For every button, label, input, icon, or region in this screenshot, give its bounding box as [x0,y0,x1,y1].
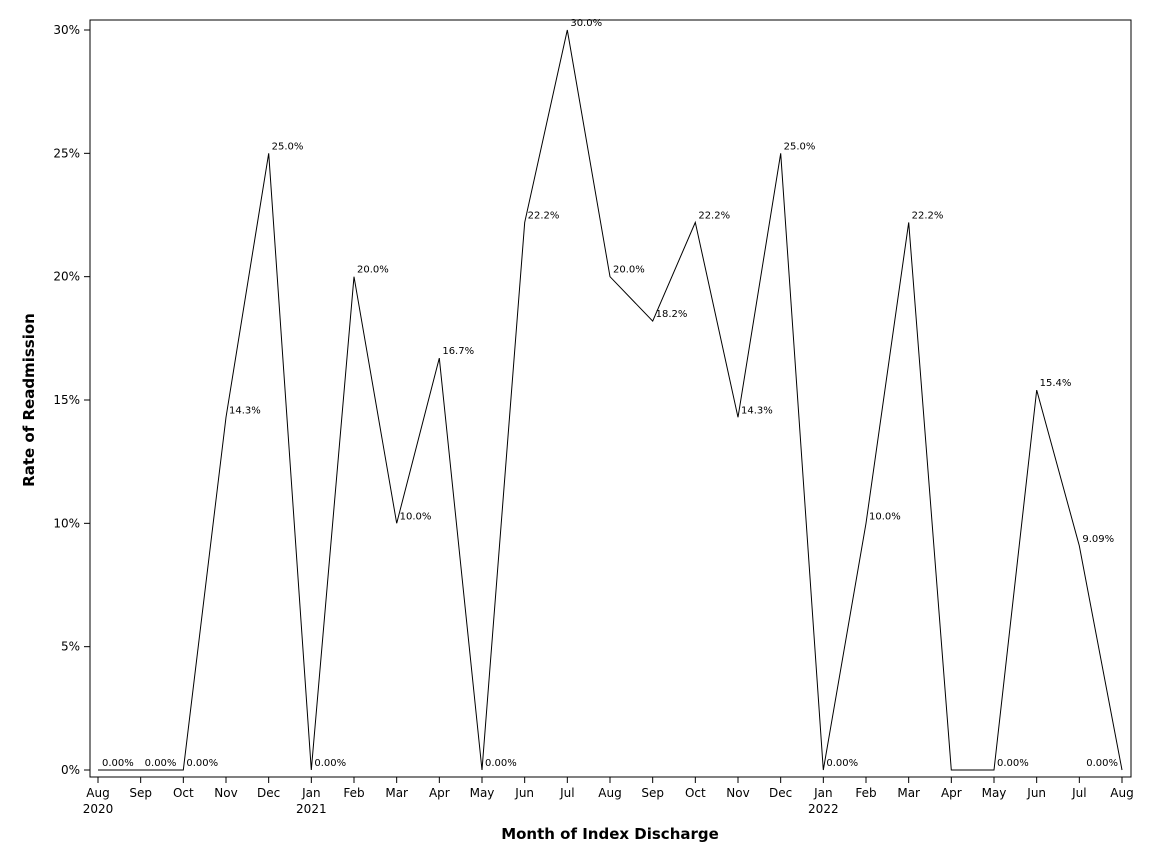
x-tick-label: Feb [343,786,364,800]
x-tick-label: Mar [897,786,920,800]
y-tick-label: 5% [61,640,80,654]
data-label: 9.09% [1082,534,1114,545]
data-label: 20.0% [613,265,645,276]
x-tick-label: Mar [385,786,408,800]
y-tick-label: 25% [53,146,80,160]
data-label: 30.0% [570,18,602,29]
x-tick-label: Aug [86,786,109,800]
x-tick-label: Oct [173,786,194,800]
plot-frame [89,19,1132,778]
data-label: 10.0% [869,511,901,522]
y-tick-label: 30% [53,23,80,37]
x-tick-label: Jun [1026,786,1046,800]
data-label: 14.3% [229,405,261,416]
data-label: 0.00% [314,758,346,769]
x-axis: Aug 2020 Sep Oct Nov Dec Jan 2021 Feb Mar Apr May Ju… [83,777,1134,816]
data-label: 18.2% [656,309,688,320]
data-label: 0.00% [997,758,1029,769]
x-year-label: 2020 [83,802,114,816]
x-tick-label: Oct [685,786,706,800]
x-tick-label: Jul [1071,786,1086,800]
x-tick-label: Sep [129,786,152,800]
x-tick-label: Dec [769,786,792,800]
y-tick-label: 20% [53,270,80,284]
series-line [98,29,1123,771]
data-label: 16.7% [442,346,474,357]
x-tick-label: Aug [598,786,621,800]
y-axis-title: Rate of Readmission [20,313,38,487]
x-axis-title: Month of Index Discharge [501,825,719,843]
y-tick-label: 0% [61,763,80,777]
y-tick-label: 15% [53,393,80,407]
x-tick-label: Nov [726,786,749,800]
data-label: 22.2% [528,210,560,221]
y-axis: 0% 5% 10% 15% 20% 25% 30% [53,23,90,777]
data-label: 0.00% [826,758,858,769]
data-label: 15.4% [1040,378,1072,389]
x-tick-label: Apr [941,786,962,800]
data-label: 0.00% [145,758,177,769]
data-label: 0.00% [485,758,517,769]
x-tick-label: Sep [641,786,664,800]
data-label: 25.0% [272,141,304,152]
y-tick-label: 10% [53,516,80,530]
data-label: 0.00% [186,758,218,769]
data-label: 22.2% [698,210,730,221]
data-label: 25.0% [784,141,816,152]
data-label: 0.00% [1086,758,1118,769]
x-tick-label: Jan [301,786,321,800]
x-tick-label: Apr [429,786,450,800]
data-label: 20.0% [357,265,389,276]
data-label: 10.0% [400,511,432,522]
data-labels: 0.00% 0.00% 0.00% 14.3% 25.0% 0.00% 20.0% 10.0%… [102,18,1118,769]
x-tick-label: May [470,786,495,800]
data-label: 0.00% [102,758,134,769]
x-tick-label: Feb [855,786,876,800]
x-tick-label: May [982,786,1007,800]
x-tick-label: Aug [1110,786,1133,800]
x-year-label: 2021 [296,802,327,816]
data-label: 22.2% [912,210,944,221]
x-tick-label: Nov [214,786,237,800]
data-label: 14.3% [741,405,773,416]
x-tick-label: Jun [514,786,534,800]
x-tick-label: Jul [559,786,574,800]
x-tick-label: Dec [257,786,280,800]
x-tick-label: Jan [813,786,833,800]
x-year-label: 2022 [808,802,839,816]
